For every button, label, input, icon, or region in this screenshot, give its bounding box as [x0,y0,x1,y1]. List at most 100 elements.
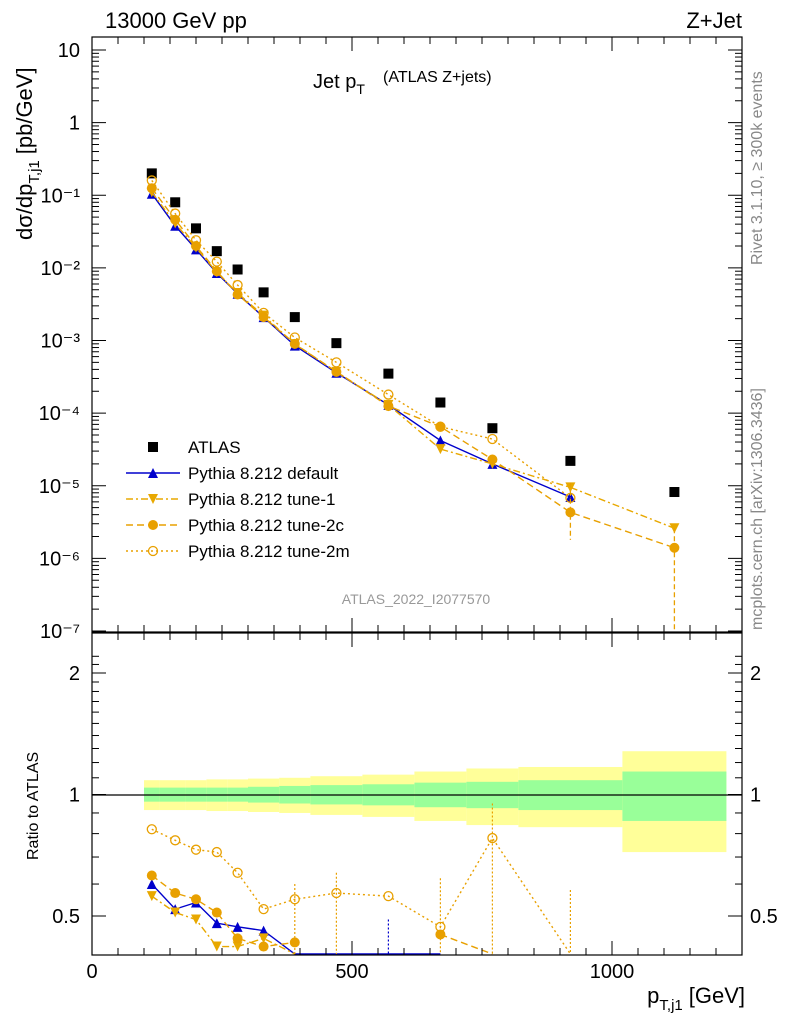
ratio-data-point [170,888,181,899]
data-point [565,507,576,518]
data-point [146,183,157,194]
series-atlas [146,168,680,498]
legend-label: ATLAS [188,438,241,457]
ratio-y-tick-label: 1 [69,785,80,807]
data-point [190,235,202,246]
ratio-data-point [211,846,222,858]
series-pythia-8-212-tune-2m [146,175,576,504]
data-point [191,223,201,234]
ratio-data-point [258,903,269,915]
ratio-data-point [289,937,300,948]
y-tick-label: 10⁻¹ [41,185,81,207]
process-label: Z+Jet [686,8,742,33]
legend-label: Pythia 8.212 tune-2m [188,542,350,561]
data-point [383,368,394,379]
y-tick-label: 10⁻⁵ [39,476,80,498]
plot-title-suffix: (ATLAS Z+jets) [383,69,492,86]
data-point [211,256,222,267]
legend-marker [147,545,159,557]
ratio-series-line [151,883,441,955]
ratio-data-point [191,914,201,925]
data-point [331,338,342,349]
data-point [487,454,498,465]
data-point [211,266,222,277]
data-point [435,444,446,455]
x-tick-label: 1000 [590,961,635,983]
ratio-y-tick-label: 0.5 [52,906,80,928]
y-tick-label: 10 [58,40,80,62]
ratio-y-tick-label-right: 2 [750,663,761,685]
ratio-y-tick-label-right: 0.5 [750,906,778,928]
ratio-data-point [211,918,222,929]
data-point [146,175,157,186]
data-point [258,307,269,319]
data-point [170,197,181,208]
data-point [435,435,446,446]
legend-marker [148,468,158,478]
main-plot-frame [91,36,743,633]
y-tick-label: 10⁻³ [41,331,81,353]
data-point [258,287,269,298]
data-point [565,455,576,466]
y-tick-label: 1 [69,113,80,135]
data-point [232,264,243,275]
data-point [435,421,446,432]
data-point [146,168,157,179]
ratio-data-point [383,890,394,902]
legend-marker [148,520,158,530]
ratio-series-pythia-8-212-tune-1 [146,891,296,955]
y-tick-label: 10⁻⁶ [39,548,80,570]
ratio-data-point [258,925,269,936]
data-point [170,208,181,219]
ratio-series-pythia-8-212-tune-2m [146,824,571,955]
ratio-y-tick-label-right: 1 [750,785,761,807]
ratio-data-point [289,894,300,905]
ratio-data-point [211,941,222,952]
legend: ATLAS Pythia 8.212 default Pythia 8.212 tu… [126,438,350,561]
ratio-data-point [232,921,243,932]
ratio-data-point [170,835,181,846]
x-axis-label: pT,j1 [GeV] [647,983,745,1014]
main-plot-panel: 10 1 10⁻¹ 10⁻² 10⁻³ 10⁻⁴ 10⁻⁵ 10⁻⁶ 10⁻⁷ Jet pT (… [39,36,743,643]
data-point [487,433,498,445]
ratio-data-point [487,832,498,844]
x-tick-label: 500 [335,961,368,983]
ratio-data-point [232,941,243,952]
ratio-series-line [151,828,571,955]
data-point [331,366,342,377]
legend-label: Pythia 8.212 tune-2c [188,516,344,535]
plot-title: Jet pT [313,71,365,97]
ratio-data-point [258,941,269,952]
ratio-data-point [232,933,243,944]
ratio-data-point [146,891,157,902]
collision-label: 13000 GeV pp [105,8,247,33]
data-point [669,487,680,498]
ratio-data-point [146,870,157,881]
ratio-data-point [211,907,222,918]
data-point [435,421,446,432]
mcplots-label: mcplots.cern.ch [arXiv:1306.3436] [749,388,766,630]
y-axis-label: dσ/dpT,j1[pb/GeV] [12,67,43,240]
ratio-y-axis-label: Ratio to ATLAS [25,752,42,860]
legend-marker [148,494,158,504]
data-point [211,246,222,257]
ratio-data-point [146,879,157,890]
data-point [289,332,300,343]
legend-label: Pythia 8.212 tune-1 [188,490,335,509]
analysis-watermark: ATLAS_2022_I2077570 [342,591,491,607]
y-tick-label: 10⁻⁴ [39,403,80,425]
data-point [383,389,394,400]
x-tick-label: 0 [86,961,97,983]
ratio-data-point [258,933,269,944]
data-point [331,357,342,368]
legend-marker [148,442,158,452]
ratio-series-line [440,933,493,955]
ratio-plot-panel: 2 2 1 1 0.5 0.5 0 500 1000 [52,632,778,983]
y-tick-label: 10⁻⁷ [40,621,80,643]
data-point [487,423,498,434]
ratio-data-point [190,844,202,855]
data-point [435,397,446,408]
rivet-version-label: Rivet 3.1.10, ≥ 300k events [749,71,766,265]
data-point [232,279,243,291]
